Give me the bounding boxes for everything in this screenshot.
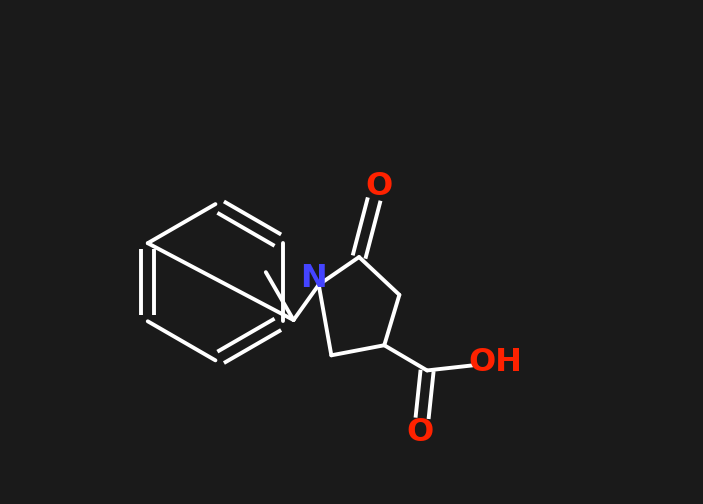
Text: O: O — [406, 417, 433, 448]
Text: O: O — [366, 171, 393, 202]
Text: OH: OH — [468, 347, 522, 379]
Text: N: N — [300, 263, 327, 294]
